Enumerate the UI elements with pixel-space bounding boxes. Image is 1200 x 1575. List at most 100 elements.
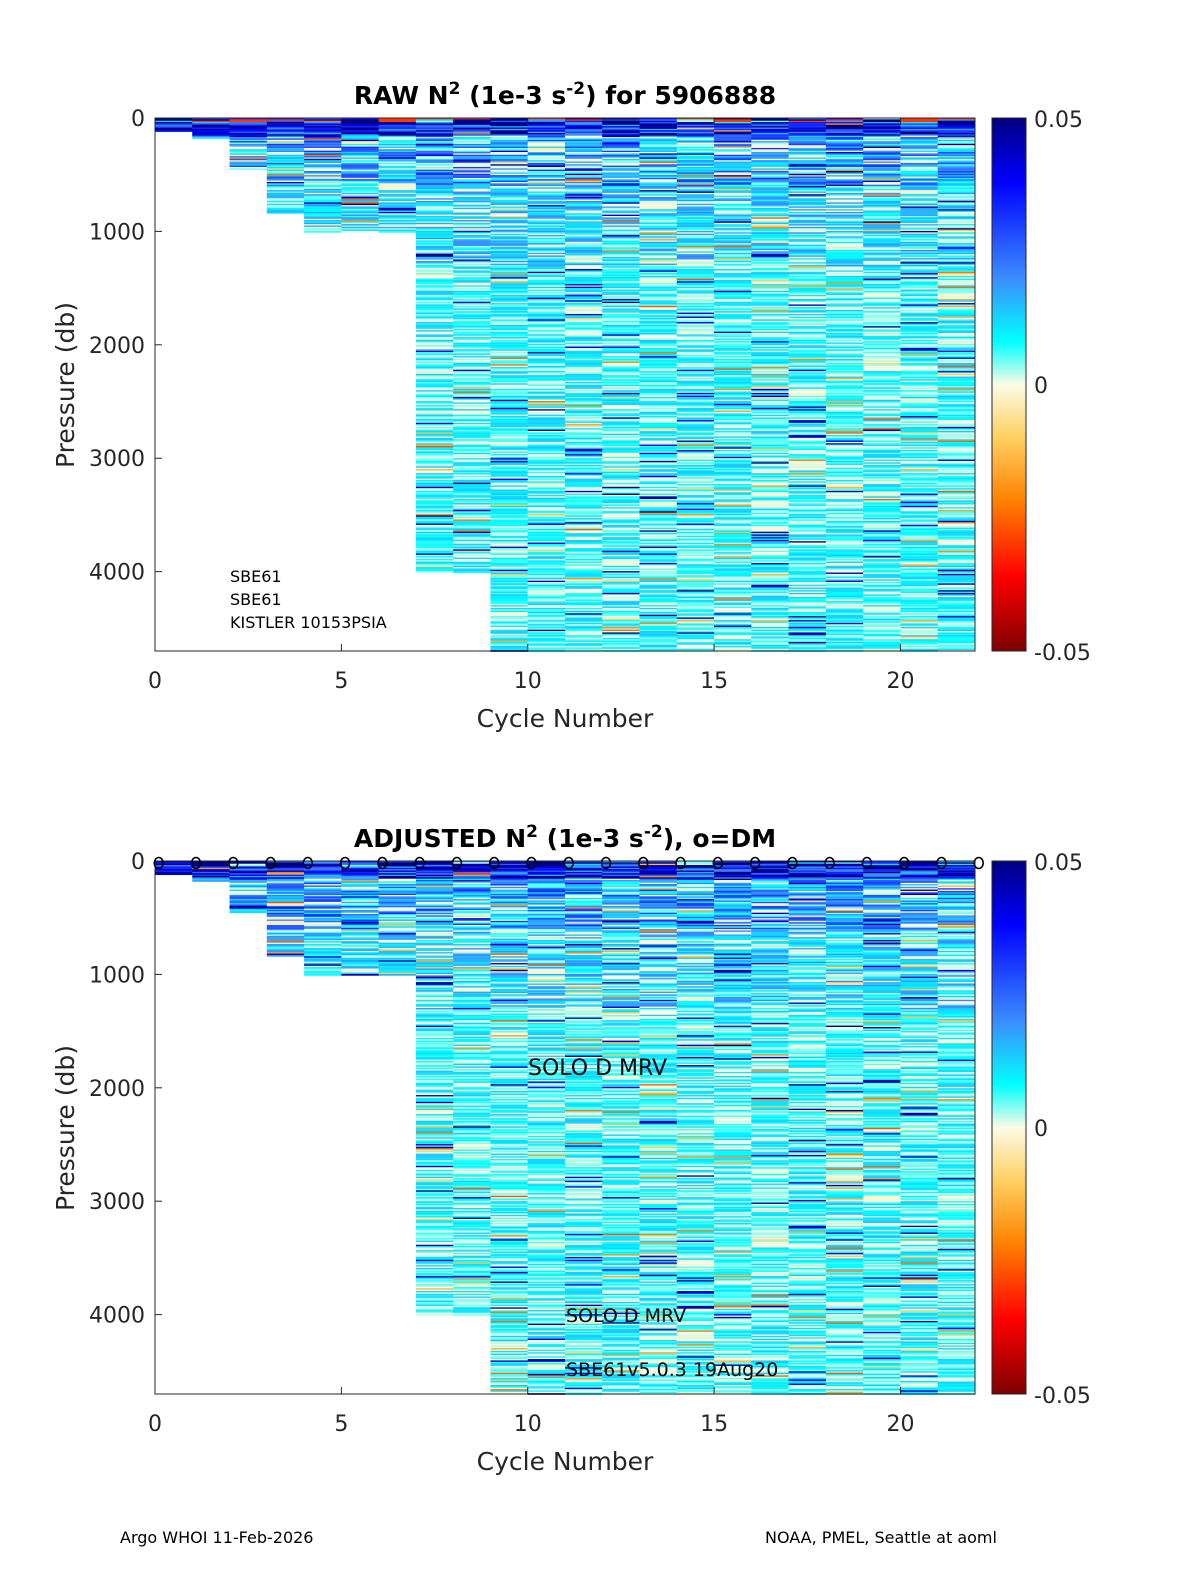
- profile-band: [415, 199, 454, 202]
- profile-band: [453, 122, 491, 124]
- profile-band: [304, 156, 342, 158]
- profile-band: [490, 475, 529, 478]
- profile-band: [490, 474, 529, 477]
- profile-band: [341, 138, 380, 141]
- profile-band: [527, 142, 566, 145]
- profile-band: [490, 523, 529, 526]
- profile-band: [527, 186, 566, 188]
- profile-band: [415, 368, 454, 371]
- profile-band: [527, 338, 566, 341]
- profile-band: [490, 258, 529, 260]
- profile-band: [527, 236, 566, 239]
- profile-band: [415, 245, 454, 248]
- profile-band: [527, 183, 566, 186]
- profile-band: [490, 505, 529, 508]
- profile-band: [453, 328, 491, 331]
- profile-band: [527, 327, 566, 330]
- profile-band: [266, 139, 305, 142]
- profile-band: [490, 417, 529, 420]
- profile-band: [453, 217, 491, 220]
- profile-band: [341, 175, 380, 177]
- profile-band: [341, 230, 380, 233]
- profile-band: [304, 120, 342, 123]
- profile-band: [453, 143, 491, 146]
- profile-band: [453, 166, 491, 169]
- profile-band: [490, 335, 529, 338]
- profile-band: [415, 505, 454, 508]
- profile-band: [378, 224, 417, 226]
- profile-band: [229, 157, 268, 160]
- profile-band: [453, 326, 491, 328]
- profile-band: [490, 214, 529, 217]
- profile-band: [490, 358, 529, 361]
- profile-band: [490, 511, 529, 514]
- profile-band: [415, 135, 454, 138]
- profile-band: [527, 235, 566, 237]
- profile-band: [304, 177, 342, 180]
- profile-band: [415, 252, 454, 255]
- profile-band: [453, 463, 491, 466]
- profile-band: [490, 605, 529, 607]
- profile-band: [229, 156, 268, 158]
- profile-band: [453, 450, 491, 452]
- profile-band: [415, 330, 454, 333]
- profile-band: [304, 194, 342, 196]
- profile-cycle-19: [863, 118, 901, 652]
- profile-band: [415, 154, 454, 157]
- profile-band: [341, 134, 380, 137]
- profile-band: [453, 239, 491, 241]
- profile-band: [527, 240, 566, 243]
- profile-band: [490, 507, 529, 509]
- profile-band: [490, 647, 529, 650]
- profile-band: [527, 244, 566, 247]
- profile-band: [415, 394, 454, 397]
- profile-band: [229, 138, 268, 141]
- profile-band: [229, 119, 268, 122]
- profile-band: [453, 518, 491, 520]
- profile-band: [490, 497, 529, 500]
- profile-band: [378, 166, 417, 169]
- profile-band: [229, 134, 268, 137]
- profile-band: [453, 557, 491, 560]
- profile-band: [453, 564, 491, 567]
- profile-band: [453, 229, 491, 232]
- profile-band: [415, 145, 454, 147]
- profile-band: [266, 198, 305, 201]
- profile-band: [415, 467, 454, 470]
- profile-band: [155, 128, 193, 131]
- profile-band: [453, 372, 491, 375]
- profile-band: [453, 409, 491, 411]
- profile-band: [453, 180, 491, 183]
- profile-band: [490, 118, 529, 120]
- profile-band: [155, 126, 193, 128]
- profile-band: [453, 568, 491, 571]
- profile-band: [378, 215, 417, 218]
- profile-band: [453, 411, 491, 414]
- profile-band: [527, 364, 566, 367]
- profile-band: [415, 243, 454, 245]
- profile-band: [415, 166, 454, 169]
- profile-band: [453, 250, 491, 252]
- profile-band: [527, 164, 566, 167]
- profile-band: [527, 334, 566, 337]
- profile-band: [490, 169, 529, 172]
- profile-band: [490, 587, 529, 590]
- profile-band: [341, 145, 380, 147]
- profile-band: [490, 181, 529, 184]
- profile-band: [490, 149, 529, 152]
- profile-band: [453, 333, 491, 335]
- profile-band: [453, 356, 491, 358]
- profile-band: [490, 543, 529, 546]
- profile-band: [415, 209, 454, 211]
- profile-band: [453, 150, 491, 153]
- profile-band: [490, 553, 529, 556]
- profile-band: [415, 451, 454, 454]
- profile-band: [266, 190, 305, 192]
- profile-band: [304, 146, 342, 149]
- profile-band: [490, 130, 529, 133]
- profile-band: [453, 361, 491, 364]
- profile-band: [453, 334, 491, 337]
- profile-band: [527, 294, 566, 297]
- profile-band: [415, 334, 454, 337]
